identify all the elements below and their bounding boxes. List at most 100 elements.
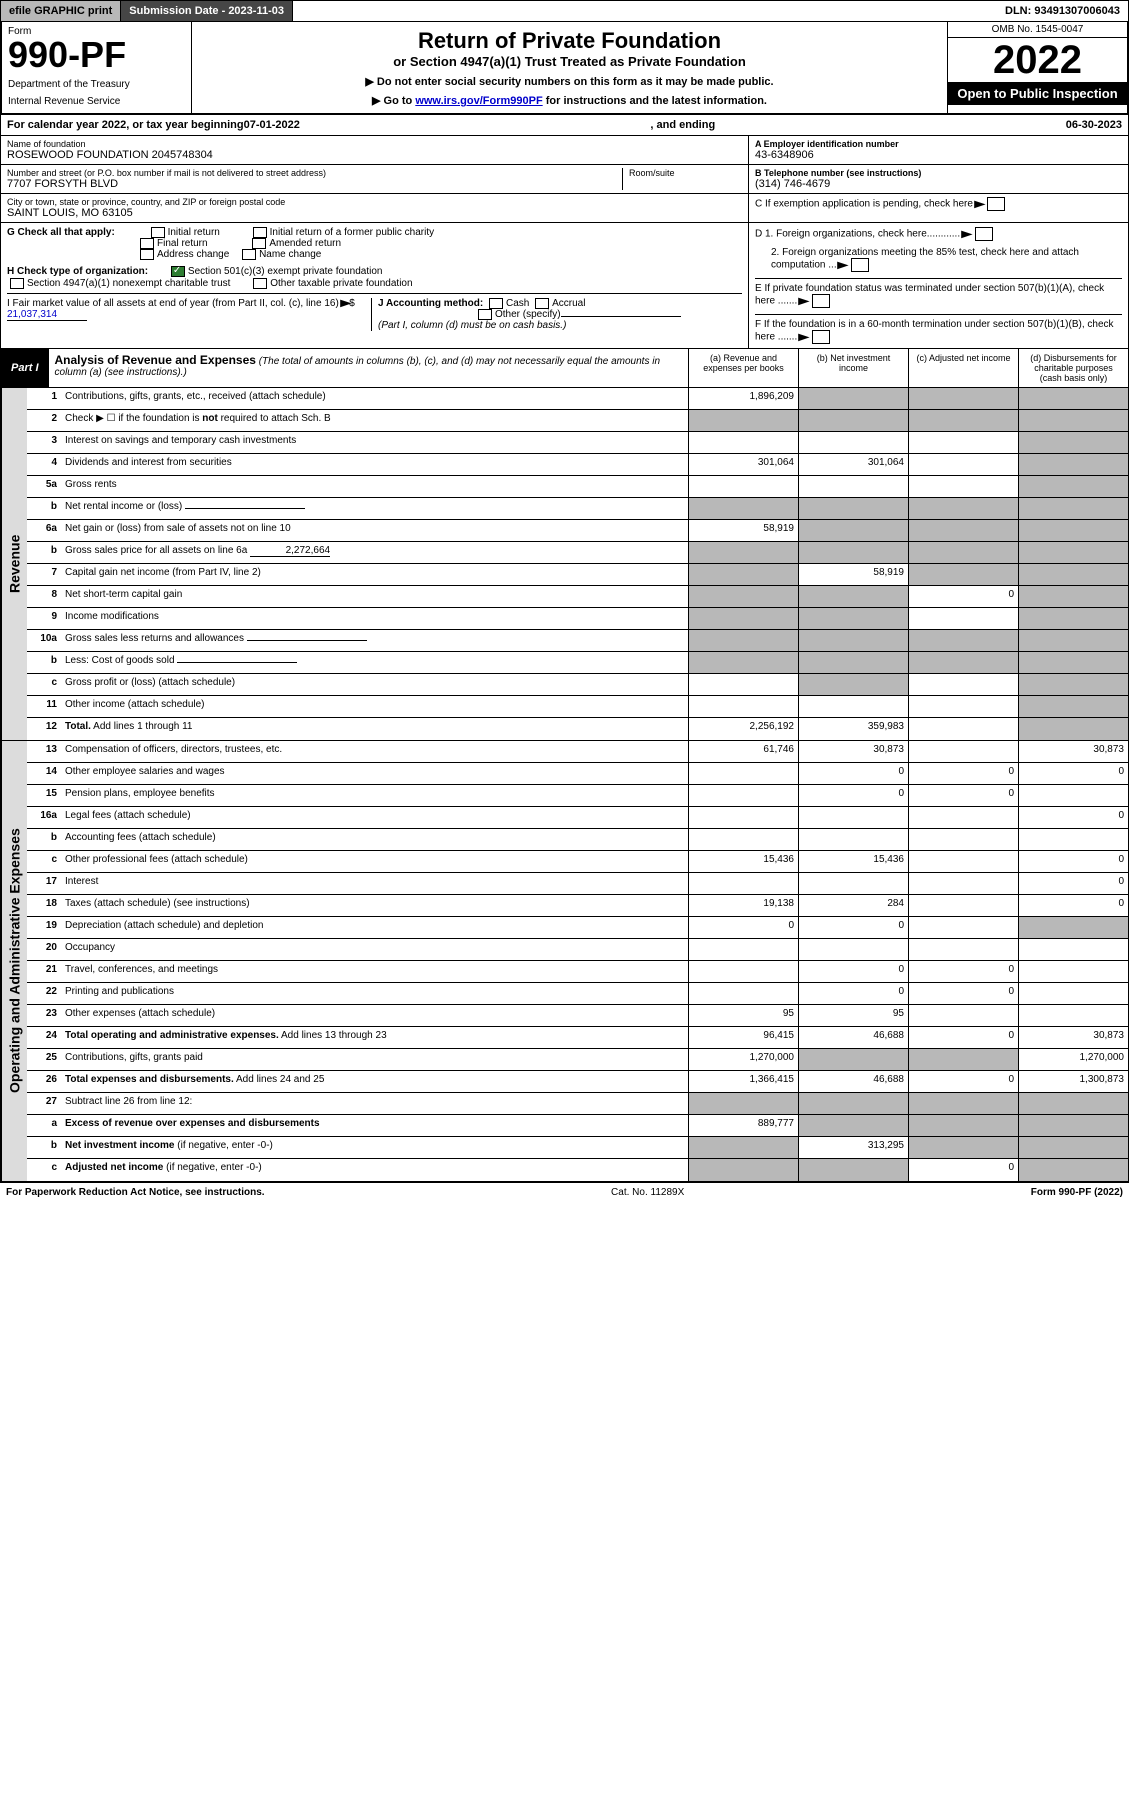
- col-d: [1018, 785, 1128, 806]
- ein-cell: A Employer identification number 43-6348…: [749, 136, 1128, 165]
- g-row: G Check all that apply: Initial return I…: [7, 227, 742, 260]
- col-d: [1018, 608, 1128, 629]
- city-cell: City or town, state or province, country…: [1, 194, 748, 222]
- col-c: [908, 1049, 1018, 1070]
- col-d: [1018, 388, 1128, 409]
- col-b: 15,436: [798, 851, 908, 872]
- row-label: Taxes (attach schedule) (see instruction…: [61, 895, 688, 916]
- col-d: [1018, 1137, 1128, 1158]
- table-row: 2Check ▶ ☐ if the foundation is not requ…: [27, 410, 1128, 432]
- row-num: 4: [27, 454, 61, 475]
- col-a: 889,777: [688, 1115, 798, 1136]
- col-d: 0: [1018, 873, 1128, 894]
- check-section: G Check all that apply: Initial return I…: [0, 223, 1129, 349]
- col-a: [688, 873, 798, 894]
- col-c: [908, 498, 1018, 519]
- row-label: Net rental income or (loss): [61, 498, 688, 519]
- col-b: [798, 873, 908, 894]
- room-label: Room/suite: [629, 168, 742, 178]
- arrow-icon: ▶: [798, 332, 810, 343]
- former-charity-checkbox[interactable]: [253, 227, 267, 238]
- col-a: [688, 476, 798, 497]
- row-label: Subtract line 26 from line 12:: [61, 1093, 688, 1114]
- d2-checkbox[interactable]: [851, 258, 869, 272]
- col-b: [798, 1115, 908, 1136]
- d1-row: D 1. Foreign organizations, check here..…: [755, 227, 1122, 241]
- col-d: [1018, 961, 1128, 982]
- row-num: 8: [27, 586, 61, 607]
- tel: (314) 746-4679: [755, 178, 1122, 190]
- col-d: [1018, 939, 1128, 960]
- address-change-checkbox[interactable]: [140, 249, 154, 260]
- table-row: bAccounting fees (attach schedule): [27, 829, 1128, 851]
- row-label: Check ▶ ☐ if the foundation is not requi…: [61, 410, 688, 431]
- 4947a1-checkbox[interactable]: [10, 278, 24, 289]
- col-d: [1018, 674, 1128, 695]
- row-num: b: [27, 542, 61, 563]
- col-b: 46,688: [798, 1071, 908, 1092]
- expenses-sidelabel: Operating and Administrative Expenses: [1, 741, 27, 1181]
- col-a: [688, 498, 798, 519]
- form990pf-link[interactable]: www.irs.gov/Form990PF: [415, 95, 542, 107]
- other-method-checkbox[interactable]: [478, 309, 492, 320]
- row-label: Legal fees (attach schedule): [61, 807, 688, 828]
- name-label: Name of foundation: [7, 139, 742, 149]
- row-num: b: [27, 652, 61, 673]
- col-c: [908, 829, 1018, 850]
- col-c: [908, 741, 1018, 762]
- 501c3-checkbox[interactable]: [171, 266, 185, 277]
- instr2-post: for instructions and the latest informat…: [543, 95, 767, 107]
- final-return-checkbox[interactable]: [140, 238, 154, 249]
- h-opt2: Section 4947(a)(1) nonexempt charitable …: [27, 278, 230, 289]
- table-row: cAdjusted net income (if negative, enter…: [27, 1159, 1128, 1181]
- other-taxable-checkbox[interactable]: [253, 278, 267, 289]
- footer-mid: Cat. No. 11289X: [265, 1187, 1031, 1198]
- table-row: bNet investment income (if negative, ent…: [27, 1137, 1128, 1159]
- revenue-rows: 1Contributions, gifts, grants, etc., rec…: [27, 388, 1128, 740]
- check-left: G Check all that apply: Initial return I…: [1, 223, 748, 348]
- f-checkbox[interactable]: [812, 330, 830, 344]
- j-opt-1: Accrual: [552, 298, 585, 309]
- row-num: 17: [27, 873, 61, 894]
- c-checkbox[interactable]: [987, 197, 1005, 211]
- col-b: 30,873: [798, 741, 908, 762]
- row-label: Gross profit or (loss) (attach schedule): [61, 674, 688, 695]
- row-num: c: [27, 674, 61, 695]
- col-c: [908, 873, 1018, 894]
- name-change-checkbox[interactable]: [242, 249, 256, 260]
- col-c-hdr: (c) Adjusted net income: [908, 349, 1018, 387]
- initial-return-checkbox[interactable]: [151, 227, 165, 238]
- col-d: [1018, 1005, 1128, 1026]
- row-num: b: [27, 498, 61, 519]
- col-d: [1018, 476, 1128, 497]
- col-d: 0: [1018, 807, 1128, 828]
- col-d: 30,873: [1018, 1027, 1128, 1048]
- e-checkbox[interactable]: [812, 294, 830, 308]
- d2-row: 2. Foreign organizations meeting the 85%…: [755, 247, 1122, 272]
- j-opt-2: Other (specify): [495, 309, 561, 320]
- cash-checkbox[interactable]: [489, 298, 503, 309]
- row-num: 25: [27, 1049, 61, 1070]
- accrual-checkbox[interactable]: [535, 298, 549, 309]
- col-c: [908, 851, 1018, 872]
- row-label: Income modifications: [61, 608, 688, 629]
- arrow-icon: ▶: [340, 298, 352, 309]
- col-d: [1018, 696, 1128, 717]
- col-c: [908, 917, 1018, 938]
- form-number: 990-PF: [8, 37, 185, 73]
- row-label: Printing and publications: [61, 983, 688, 1004]
- amended-return-checkbox[interactable]: [252, 238, 266, 249]
- table-row: 19Depreciation (attach schedule) and dep…: [27, 917, 1128, 939]
- col-b: 284: [798, 895, 908, 916]
- row-num: a: [27, 1115, 61, 1136]
- row-label: Net short-term capital gain: [61, 586, 688, 607]
- col-a: [688, 652, 798, 673]
- table-row: cGross profit or (loss) (attach schedule…: [27, 674, 1128, 696]
- h-row: H Check type of organization: Section 50…: [7, 266, 742, 288]
- row-label: Net gain or (loss) from sale of assets n…: [61, 520, 688, 541]
- d1-checkbox[interactable]: [975, 227, 993, 241]
- col-d: [1018, 432, 1128, 453]
- col-b: [798, 829, 908, 850]
- row-num: 7: [27, 564, 61, 585]
- col-b: [798, 432, 908, 453]
